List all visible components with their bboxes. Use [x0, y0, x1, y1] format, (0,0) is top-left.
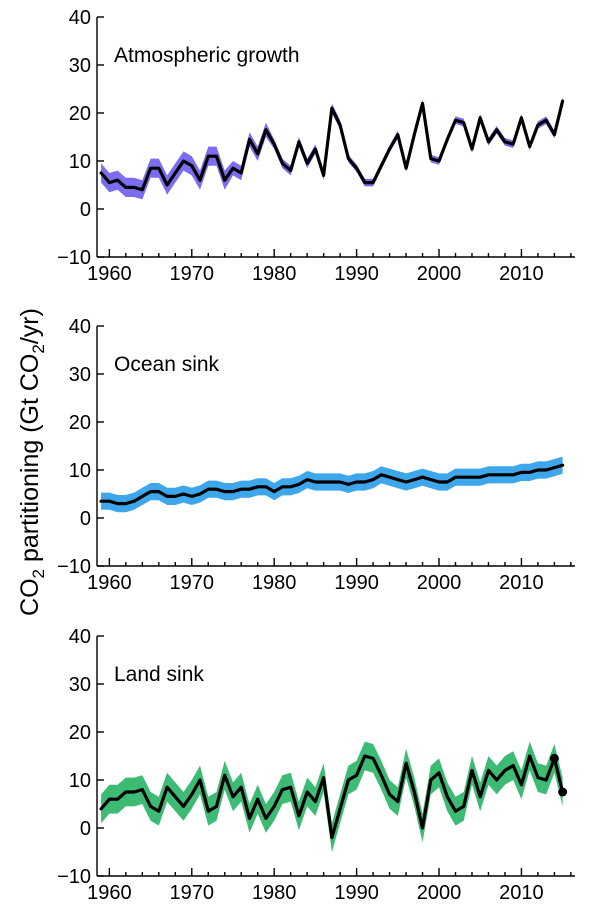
y-axis-label: CO2 partitioning (Gt CO2/yr) — [16, 308, 48, 616]
y-tick-label: 20 — [69, 412, 91, 434]
series-line — [99, 99, 565, 192]
y-tick-label: 20 — [69, 103, 91, 125]
data-point-marker — [549, 753, 559, 763]
x-tick-label: 1980 — [252, 572, 297, 594]
x-tick-label: 1990 — [334, 263, 379, 285]
x-tick-label: 2000 — [417, 572, 462, 594]
panel-atmospheric-growth: −10 0 10 20 30 40 1960 1970 1980 1990 2000 2010 Atmo… — [57, 7, 575, 285]
series-line — [99, 754, 565, 840]
panel-ocean-sink: −10 0 10 20 30 40 1960 1970 1980 1990 2000 2010 Ocea… — [57, 316, 575, 594]
y-tick-label: 10 — [69, 460, 91, 482]
y-tick-label: 10 — [69, 151, 91, 173]
x-tick-label: 1960 — [87, 263, 132, 285]
y-tick-label: 30 — [69, 674, 91, 696]
y-tick-label: −10 — [57, 866, 91, 888]
y-tick-label: −10 — [57, 556, 91, 578]
x-tick-label: 1960 — [87, 882, 132, 904]
data-point-marker — [558, 787, 568, 797]
y-tick-label: 10 — [69, 770, 91, 792]
x-tick-label: 2010 — [499, 882, 544, 904]
uncertainty-band — [101, 456, 563, 513]
panel-title: Land sink — [114, 663, 204, 686]
x-tick-label: 1980 — [252, 882, 297, 904]
y-tick-label: 0 — [80, 199, 91, 221]
x-tick-label: 2000 — [417, 882, 462, 904]
y-tick-label: 40 — [69, 626, 91, 648]
panel-title: Ocean sink — [114, 353, 220, 376]
series-line — [99, 463, 565, 506]
y-tick-label: −10 — [57, 247, 91, 269]
y-tick-label: 30 — [69, 55, 91, 77]
x-tick-label: 1980 — [252, 263, 297, 285]
y-tick-label: 40 — [69, 316, 91, 338]
x-tick-label: 1990 — [334, 572, 379, 594]
x-tick-label: 1990 — [334, 882, 379, 904]
y-tick-label: 0 — [80, 818, 91, 840]
panel-land-sink: −10 0 10 20 30 40 1960 1970 1980 1990 2000 2010 Land… — [57, 626, 575, 904]
x-tick-label: 1960 — [87, 572, 132, 594]
y-tick-label: 0 — [80, 508, 91, 530]
x-tick-label: 2010 — [499, 263, 544, 285]
y-tick-label: 20 — [69, 722, 91, 744]
x-tick-label: 2010 — [499, 572, 544, 594]
x-tick-label: 2000 — [417, 263, 462, 285]
y-tick-label: 40 — [69, 7, 91, 29]
x-tick-label: 1970 — [170, 572, 215, 594]
y-tick-label: 30 — [69, 364, 91, 386]
panel-title: Atmospheric growth — [114, 44, 300, 67]
x-tick-label: 1970 — [170, 263, 215, 285]
x-tick-label: 1970 — [170, 882, 215, 904]
